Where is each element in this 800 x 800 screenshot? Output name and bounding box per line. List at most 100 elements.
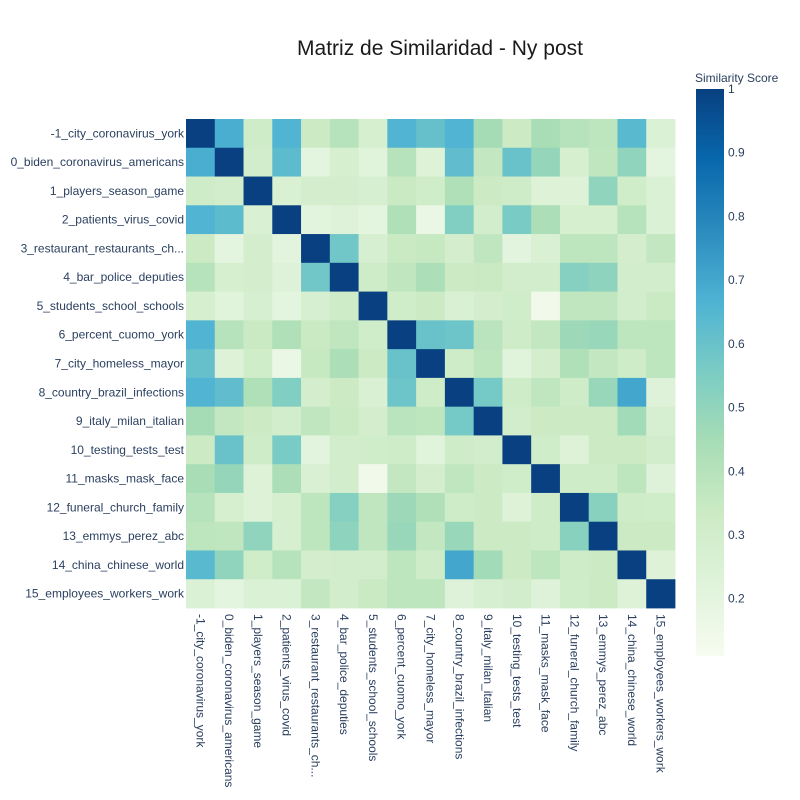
- heatmap-cell: [588, 435, 618, 465]
- heatmap-cell: [358, 320, 388, 350]
- heatmap-cell: [473, 234, 503, 264]
- heatmap-cell: [186, 464, 216, 494]
- heatmap-cell: [444, 406, 475, 436]
- heatmap-cell: [416, 291, 446, 321]
- heatmap-cell: [559, 147, 590, 177]
- heatmap-cell: [588, 464, 618, 494]
- heatmap-cell: [358, 262, 388, 292]
- x-axis-labels: -1_city_coronavirus_york 0_biden_coronavi…: [193, 614, 667, 787]
- heatmap-cell: [301, 349, 331, 379]
- heatmap-cell: [243, 147, 273, 177]
- x-tick-label: 15_employees_workers_work: [654, 614, 668, 774]
- heatmap-cell: [617, 550, 647, 580]
- heatmap-cell: [329, 550, 359, 580]
- heatmap-cell: [444, 521, 475, 551]
- heatmap-cell: [186, 320, 216, 350]
- heatmap-cell: [559, 262, 590, 292]
- heatmap-cell: [444, 147, 475, 177]
- heatmap-cell: [272, 550, 302, 580]
- heatmap-cell: [559, 406, 590, 436]
- heatmap-cell: [416, 176, 446, 206]
- heatmap-cell: [617, 234, 647, 264]
- heatmap-cell: [416, 464, 446, 494]
- x-tick-label: 1_players_season_game: [251, 614, 265, 748]
- heatmap-cell: [502, 550, 532, 580]
- heatmap-cell: [358, 205, 388, 235]
- heatmap-cell: [531, 550, 561, 580]
- heatmap-cell: [531, 205, 561, 235]
- heatmap-cell: [444, 234, 475, 264]
- heatmap-cell: [387, 521, 417, 551]
- heatmap-cell: [272, 320, 302, 350]
- heatmap-cell: [358, 406, 388, 436]
- heatmap-cell: [502, 521, 532, 551]
- heatmap-cell: [617, 119, 647, 149]
- heatmap-cell: [243, 119, 273, 149]
- colorbar-tick-label: 0.7: [728, 273, 745, 287]
- heatmap-cell: [301, 550, 331, 580]
- heatmap-cell: [416, 579, 446, 609]
- y-tick-label: 12_funeral_church_family: [47, 500, 184, 514]
- heatmap-cell: [444, 550, 475, 580]
- heatmap-cell: [243, 464, 273, 494]
- heatmap-cell: [329, 320, 359, 350]
- y-tick-label: 1_players_season_game: [50, 184, 184, 198]
- colorbar: Similarity Score 0.20.30.40.50.60.70.80.…: [695, 71, 779, 656]
- heatmap-cell: [444, 464, 475, 494]
- heatmap-cell: [186, 205, 216, 235]
- heatmap-cell: [617, 406, 647, 436]
- heatmap-cell: [502, 262, 532, 292]
- heatmap-cell: [243, 579, 273, 609]
- heatmap-cell: [617, 492, 647, 523]
- heatmap-cell: [214, 492, 244, 523]
- heatmap-cell: [301, 119, 331, 149]
- heatmap-cell: [214, 349, 244, 379]
- heatmap-cell: [531, 464, 561, 494]
- x-tick-label: 10_testing_tests_test: [510, 614, 524, 728]
- heatmap-cell: [387, 492, 417, 523]
- heatmap-cell: [387, 176, 417, 206]
- heatmap-cell: [272, 147, 302, 177]
- y-tick-label: 14_china_chinese_world: [52, 558, 184, 572]
- heatmap-cell: [531, 406, 561, 436]
- y-tick-label: 10_testing_tests_test: [71, 443, 185, 457]
- heatmap-cell: [387, 262, 417, 292]
- heatmap-cell: [444, 291, 475, 321]
- heatmap-cell: [588, 262, 618, 292]
- heatmap-cell: [416, 349, 446, 379]
- heatmap-cell: [588, 234, 618, 264]
- heatmap-cell: [502, 147, 532, 177]
- colorbar-tick-label: 0.2: [728, 592, 745, 606]
- y-tick-label: 7_city_homeless_mayor: [55, 357, 184, 371]
- heatmap-cell: [358, 377, 388, 408]
- heatmap-cell: [243, 406, 273, 436]
- heatmap-cell: [387, 320, 417, 350]
- heatmap-cell: [473, 435, 503, 465]
- heatmap-cell: [531, 320, 561, 350]
- heatmap-cell: [617, 176, 647, 206]
- heatmap-cell: [646, 550, 676, 580]
- heatmap-cell: [186, 579, 216, 609]
- heatmap-cell: [214, 377, 244, 408]
- heatmap-cell: [502, 176, 532, 206]
- heatmap-cell: [243, 320, 273, 350]
- heatmap-cell: [214, 579, 244, 609]
- heatmap-cell: [301, 406, 331, 436]
- heatmap-cell: [301, 492, 331, 523]
- heatmap-cell: [588, 119, 618, 149]
- heatmap-cell: [588, 406, 618, 436]
- heatmap-cell: [646, 119, 676, 149]
- heatmap-cell: [559, 320, 590, 350]
- heatmap-cell: [358, 147, 388, 177]
- heatmap-cell: [243, 492, 273, 523]
- heatmap-cell: [387, 406, 417, 436]
- heatmap-cell: [502, 349, 532, 379]
- y-tick-label: 11_masks_mask_face: [66, 472, 185, 486]
- heatmap-cell: [473, 262, 503, 292]
- heatmap-cell: [272, 262, 302, 292]
- y-tick-label: 3_restaurant_restaurants_ch...: [21, 241, 184, 255]
- heatmap-cell: [272, 521, 302, 551]
- heatmap-cell: [214, 205, 244, 235]
- heatmap-cell: [358, 521, 388, 551]
